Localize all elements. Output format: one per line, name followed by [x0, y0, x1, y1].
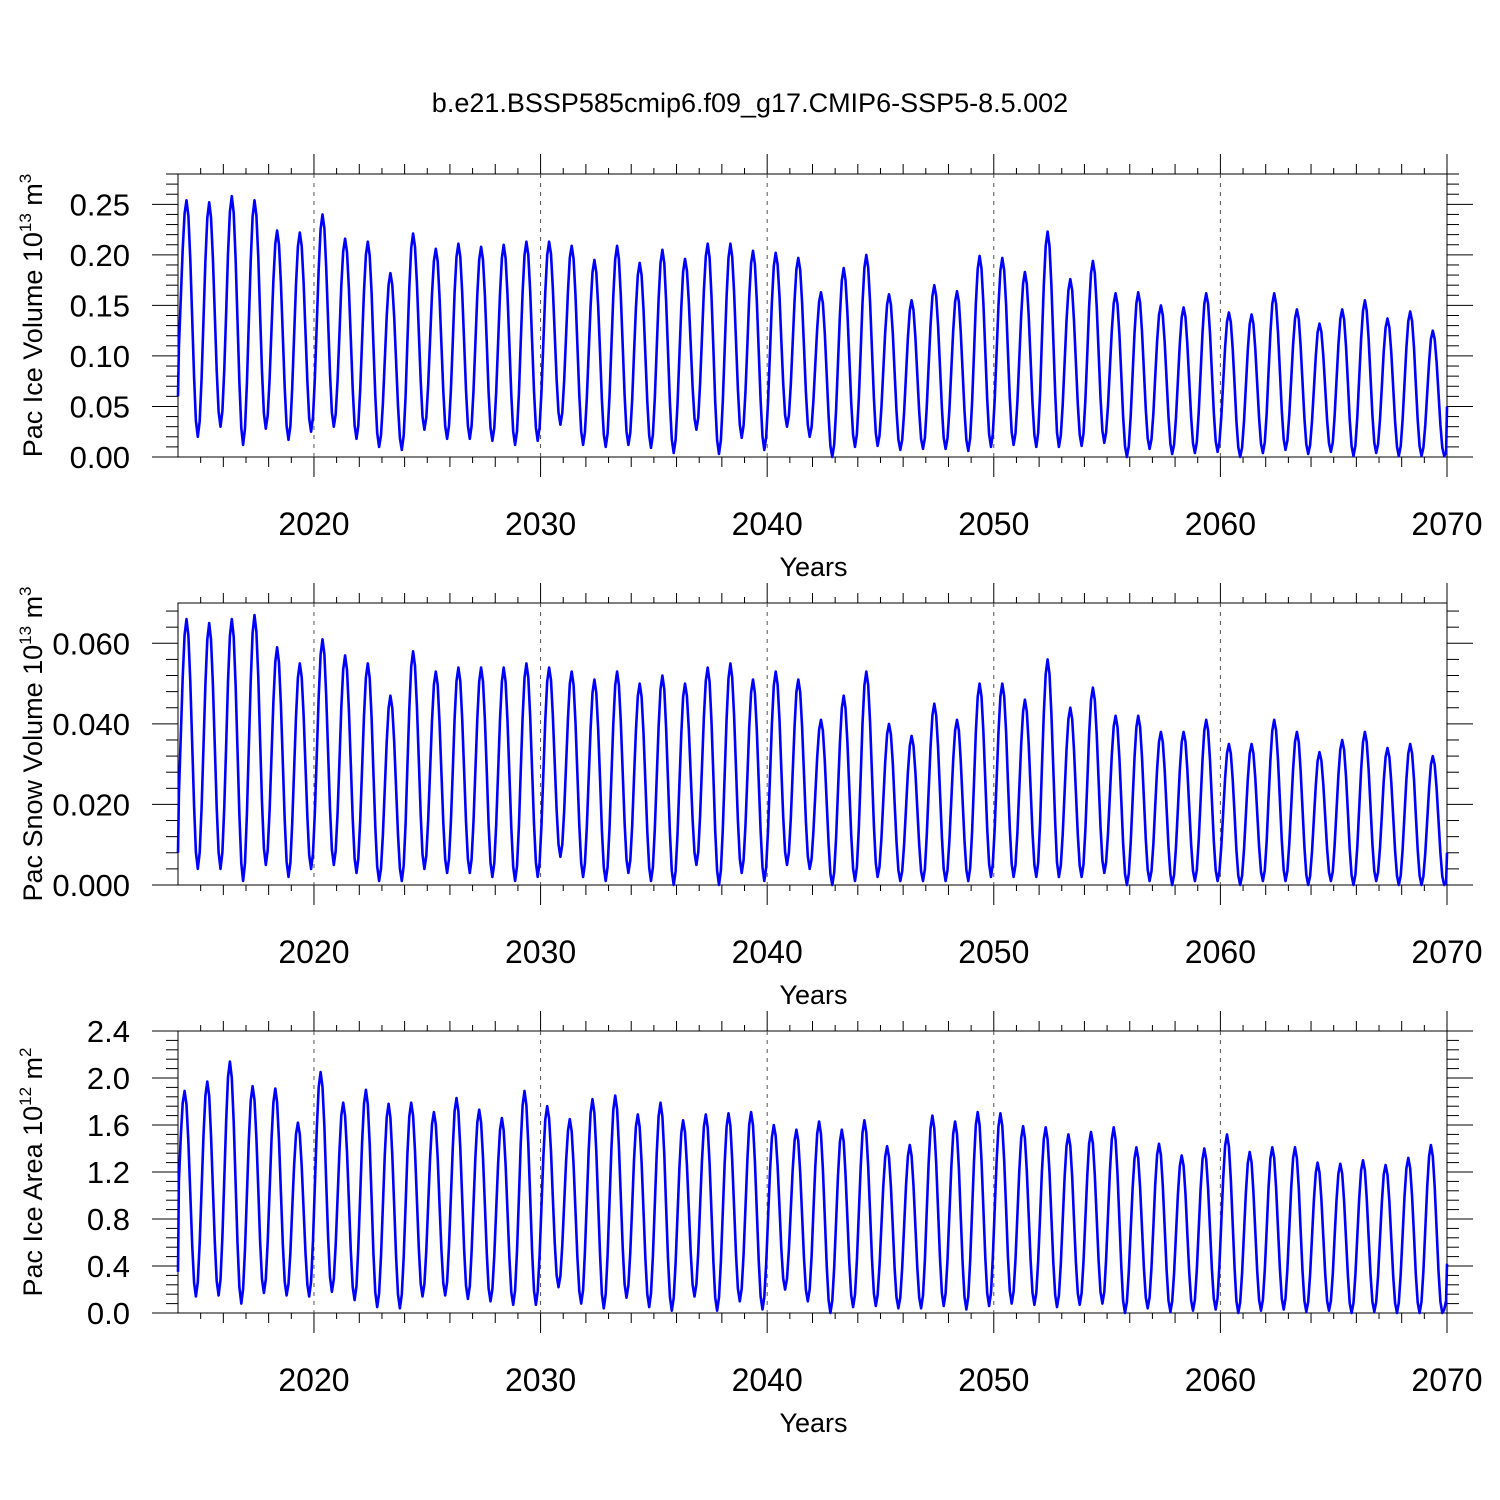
y-tick-label: 1.6: [87, 1108, 130, 1143]
y-tick-label: 0.040: [52, 707, 130, 742]
chart-panel-ice-volume: 2020 2030 2040 2050 2060 2070 0.00 0.05 0.10 0.15…: [16, 154, 1483, 582]
x-tick-label: 2070: [1411, 506, 1482, 542]
x-tick-label: 2050: [958, 506, 1029, 542]
y-axis-label-ylabel-unit-exp: 2: [16, 1047, 35, 1056]
y-axis-label-ylabel-unit-exp: 3: [16, 586, 35, 595]
y-tick-label: 0.20: [70, 238, 130, 273]
y-tick-label: 0.00: [70, 440, 130, 475]
series-line: [176, 194, 1449, 459]
y-tick-label: 0.10: [70, 339, 130, 374]
x-tick-label: 2040: [732, 934, 803, 970]
y-axis-label: Pac Snow Volume 1013 m3: [16, 586, 48, 901]
y-axis-label-ylabel-unit: m: [18, 183, 48, 213]
y-axis-label-ylabel-unit-exp: 3: [16, 174, 35, 183]
chart-panel-ice-area: 2020 2030 2040 2050 2060 2070 0.0 0.4 0.8 1.2 1.6 2…: [16, 1011, 1483, 1438]
x-tick-label: 2060: [1185, 1362, 1256, 1398]
x-tick-label: 2040: [732, 1362, 803, 1398]
x-tick-label: 2050: [958, 934, 1029, 970]
y-tick-label: 0.020: [52, 787, 130, 822]
series-line: [176, 613, 1449, 887]
x-tick-label: 2070: [1411, 1362, 1482, 1398]
y-axis-label-ylabel-main: Pac Ice Volume 10: [18, 232, 48, 457]
y-axis-label-ylabel-exp: 13: [16, 626, 35, 645]
x-tick-label: 2050: [958, 1362, 1029, 1398]
y-axis-label: Pac Ice Volume 1013 m3: [16, 174, 48, 458]
x-tick-label: 2030: [505, 1362, 576, 1398]
x-tick-label: 2030: [505, 506, 576, 542]
x-tick-label: 2040: [732, 506, 803, 542]
chart-panel-snow-volume: 2020 2030 2040 2050 2060 2070 0.000 0.020 0.040 0…: [16, 583, 1483, 1010]
y-axis-label-ylabel-main: Pac Ice Area 10: [18, 1106, 48, 1297]
x-tick-label: 2020: [278, 1362, 349, 1398]
x-axis-label: Years: [779, 980, 847, 1010]
y-tick-label: 0.4: [87, 1249, 130, 1284]
y-axis-label-ylabel-exp: 12: [16, 1087, 35, 1106]
y-tick-label: 0.05: [70, 389, 130, 424]
x-tick-label: 2060: [1185, 934, 1256, 970]
x-tick-label: 2030: [505, 934, 576, 970]
x-tick-label: 2060: [1185, 506, 1256, 542]
x-axis-label: Years: [779, 1408, 847, 1438]
y-axis-label-ylabel-main: Pac Snow Volume 10: [18, 645, 48, 902]
x-tick-label: 2020: [278, 934, 349, 970]
x-tick-label: 2070: [1411, 934, 1482, 970]
y-tick-label: 0.060: [52, 626, 130, 661]
x-tick-label: 2020: [278, 506, 349, 542]
y-tick-label: 1.2: [87, 1155, 130, 1190]
y-tick-label: 0.15: [70, 288, 130, 323]
y-tick-label: 0.25: [70, 187, 130, 222]
y-tick-label: 2.4: [87, 1014, 130, 1049]
y-axis-label-ylabel-unit: m: [18, 1057, 48, 1087]
figure-title: b.e21.BSSP585cmip6.f09_g17.CMIP6-SSP5-8.…: [432, 88, 1068, 118]
y-tick-label: 0.000: [52, 868, 130, 903]
y-axis-label-ylabel-exp: 13: [16, 213, 35, 232]
series-line: [176, 1060, 1449, 1315]
y-tick-label: 2.0: [87, 1061, 130, 1096]
y-tick-label: 0.0: [87, 1296, 130, 1331]
y-axis-label-ylabel-unit: m: [18, 596, 48, 626]
x-axis-label: Years: [779, 552, 847, 582]
y-axis-label: Pac Ice Area 1012 m2: [16, 1047, 48, 1296]
y-tick-label: 0.8: [87, 1202, 130, 1237]
